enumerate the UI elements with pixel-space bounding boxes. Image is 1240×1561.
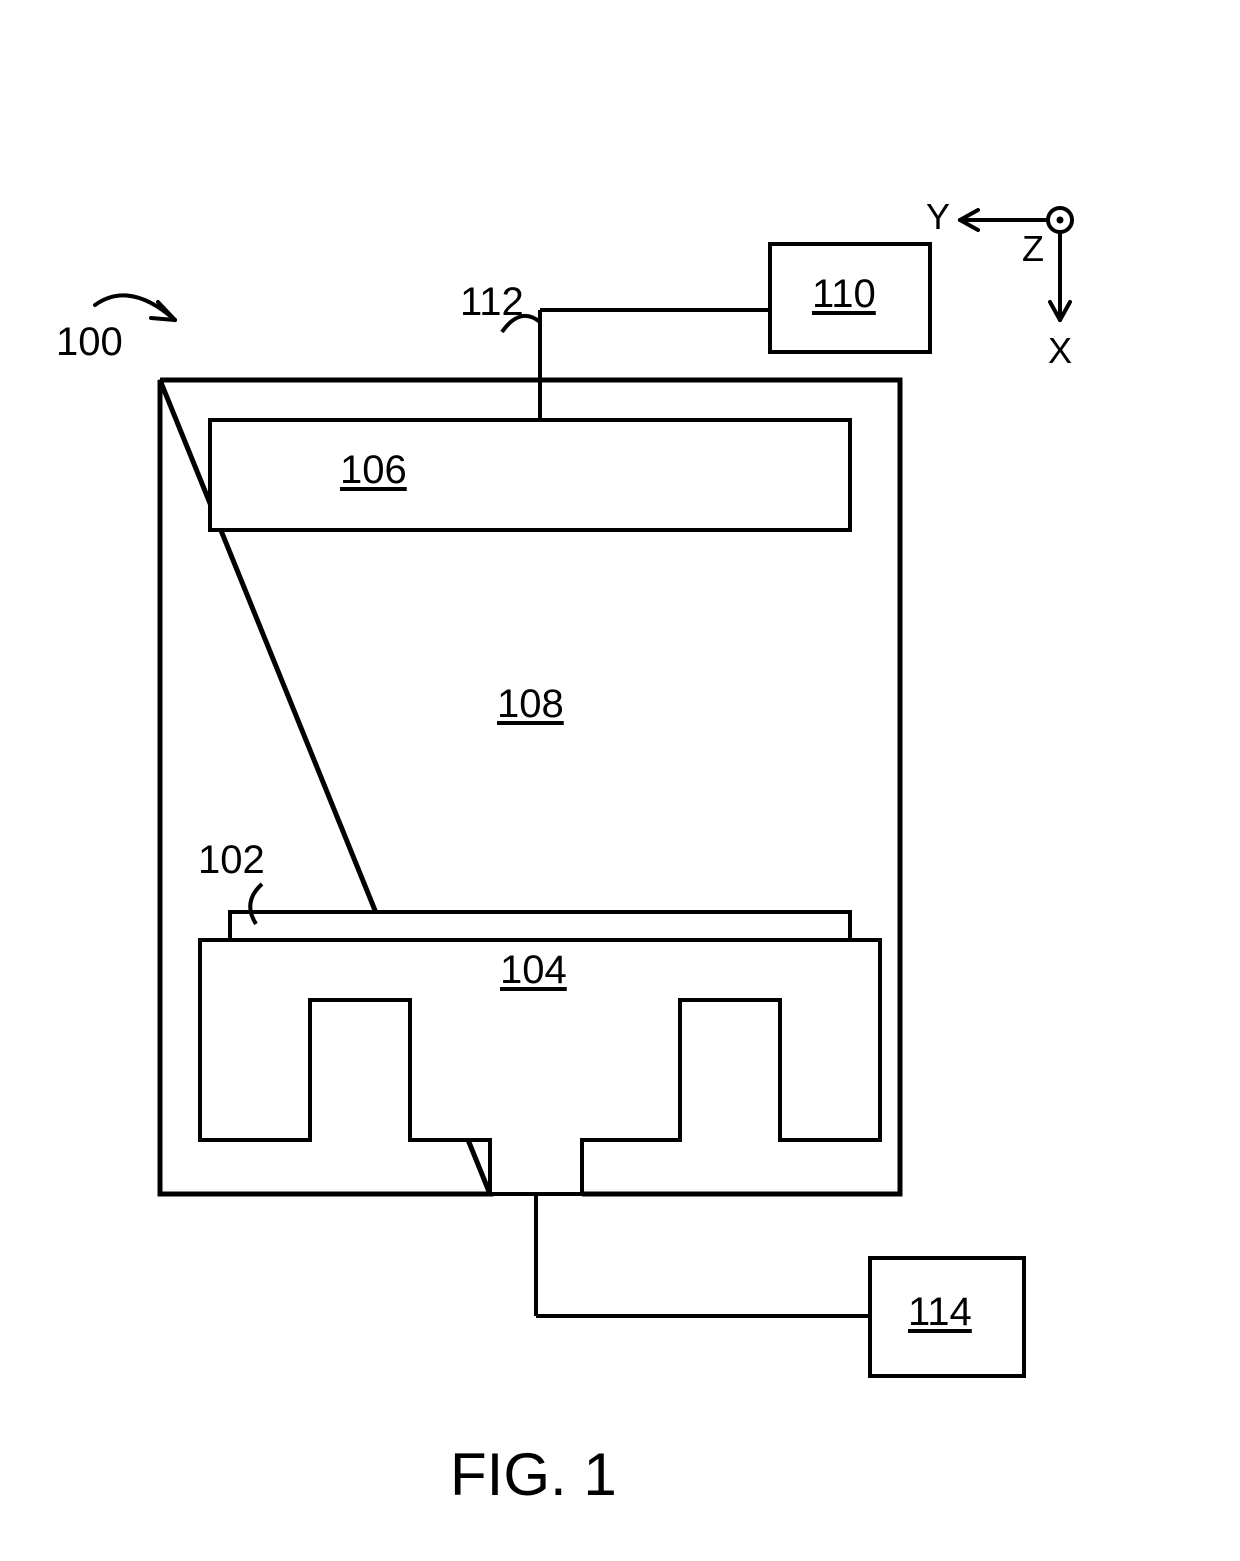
axis-label-z: Z <box>1022 228 1044 270</box>
wafer-102 <box>230 912 850 940</box>
label-100: 100 <box>56 320 123 365</box>
label-102: 102 <box>198 838 265 883</box>
lead-line-114 <box>536 1194 870 1316</box>
top-plate-106 <box>210 420 850 530</box>
label-110: 110 <box>812 272 876 317</box>
figure-caption: FIG. 1 <box>450 1440 617 1509</box>
lead-line-112 <box>502 310 780 420</box>
label-114: 114 <box>908 1290 972 1335</box>
axis-indicator <box>960 208 1072 320</box>
label-104: 104 <box>500 948 567 993</box>
label-112: 112 <box>460 280 524 325</box>
label-108: 108 <box>497 682 564 727</box>
ref-arrow-100 <box>95 295 175 320</box>
figure-stage: 100 108 106 112 110 102 104 114 X Y Z FI… <box>0 0 1240 1561</box>
axis-label-y: Y <box>926 196 950 238</box>
label-106: 106 <box>340 448 407 493</box>
diagram-svg <box>0 0 1240 1561</box>
axis-label-x: X <box>1048 330 1072 372</box>
